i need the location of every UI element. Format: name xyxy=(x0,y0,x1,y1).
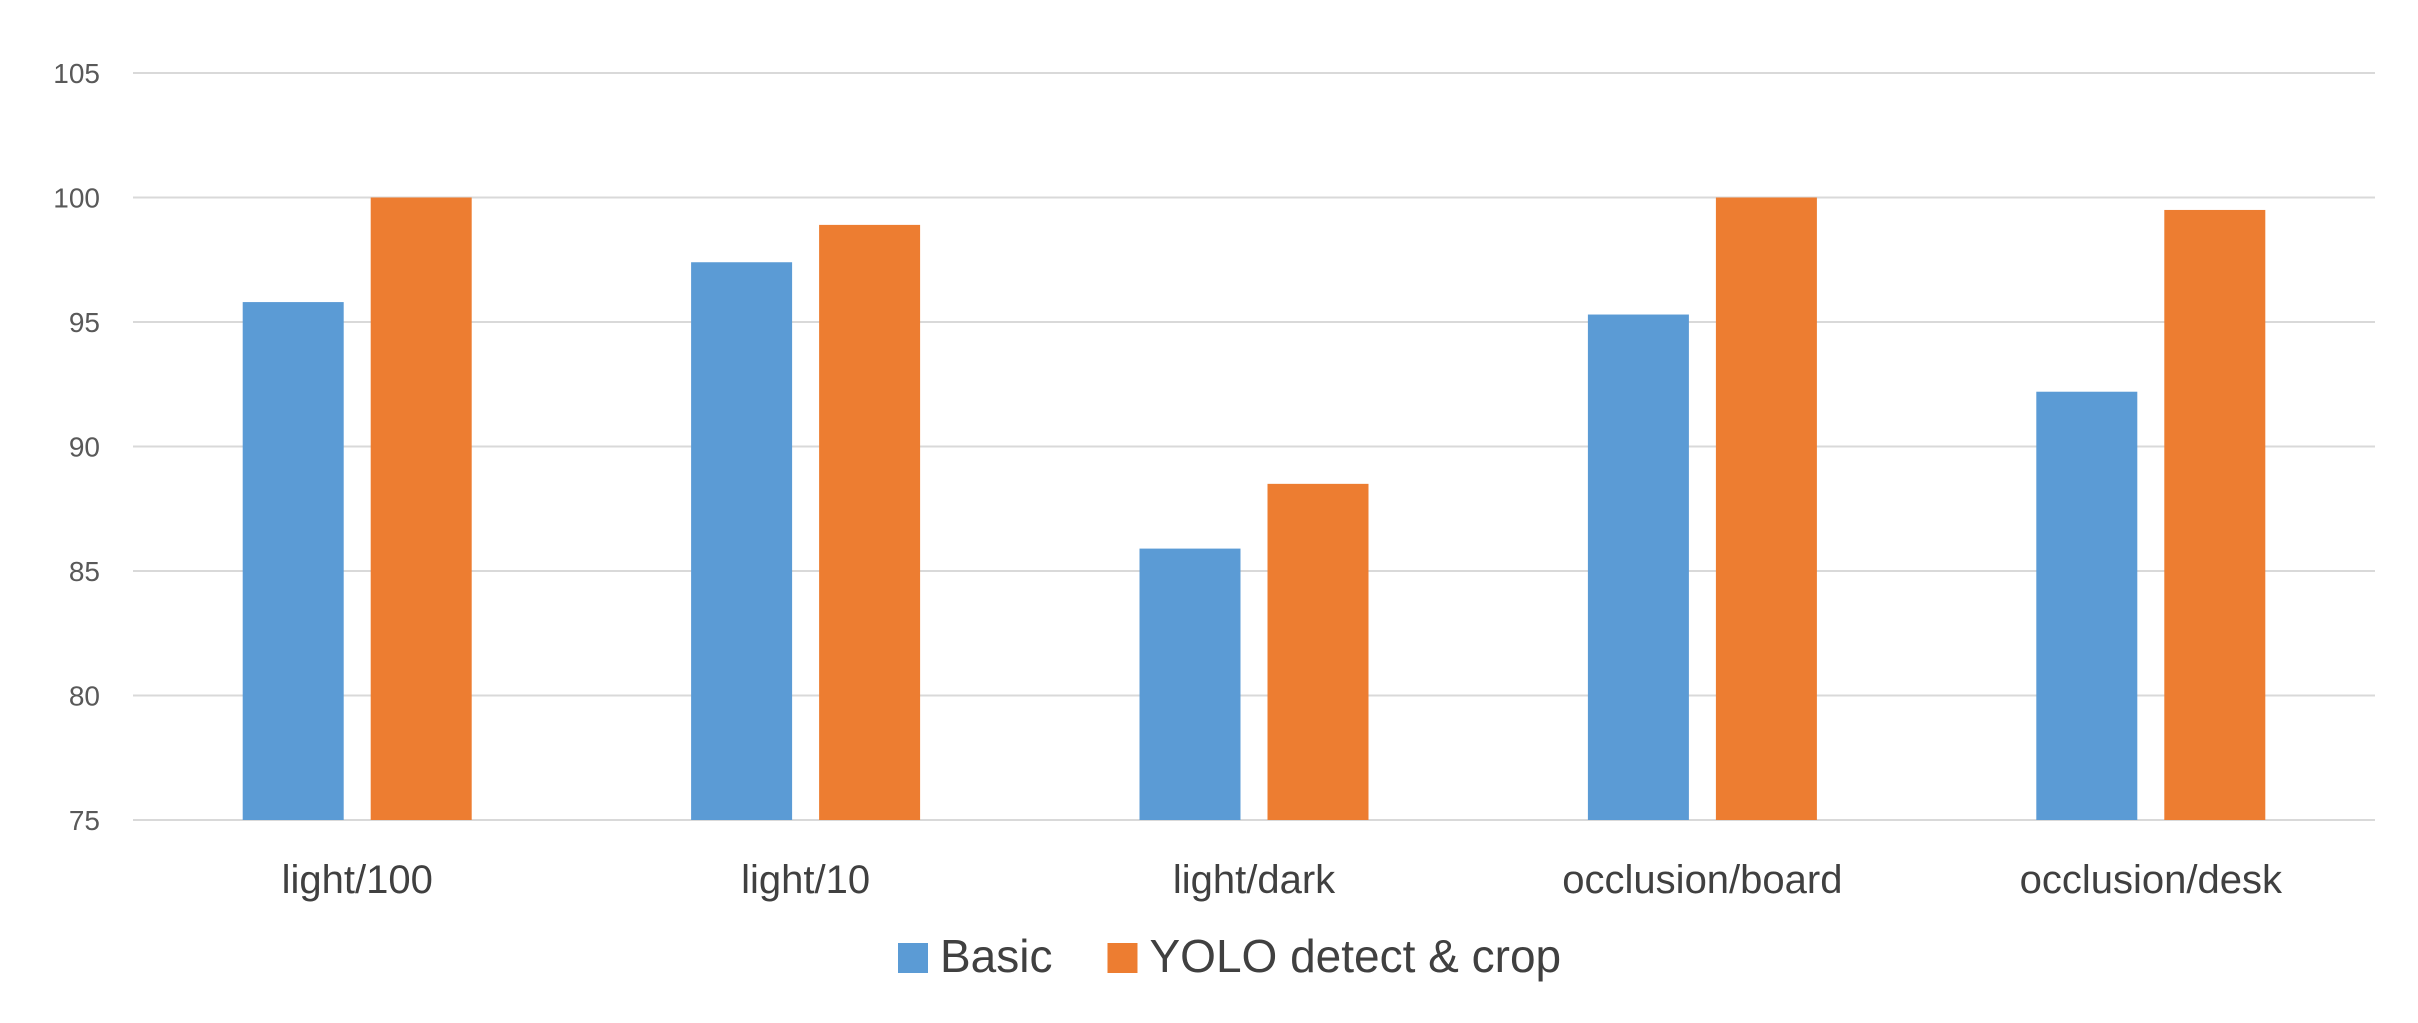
legend: Basic YOLO detect & crop xyxy=(898,930,1561,982)
bar-basic-light-10 xyxy=(691,262,793,820)
bar-yolo-occlusion-board xyxy=(1715,197,1817,820)
legend-label-basic: Basic xyxy=(940,930,1052,982)
legend-label-yolo: YOLO detect & crop xyxy=(1149,930,1561,982)
bar-yolo-occlusion-desk xyxy=(2164,209,2266,820)
bar-yolo-light-10 xyxy=(819,224,921,820)
y-tick-label: 85 xyxy=(69,556,100,587)
bar-yolo-light-dark xyxy=(1267,483,1369,820)
bars xyxy=(242,197,2266,821)
y-tick-label: 90 xyxy=(69,432,100,463)
x-axis-category-labels: light/100 light/10 light/dark occlusion/boa… xyxy=(282,858,2283,902)
x-category-label: light/100 xyxy=(282,858,433,902)
bar-basic-light-100 xyxy=(242,302,344,821)
y-tick-label: 100 xyxy=(53,183,100,214)
gridlines xyxy=(133,72,2375,821)
x-category-label: light/dark xyxy=(1173,858,1336,902)
legend-swatch-yolo xyxy=(1107,943,1138,973)
bar-basic-light-dark xyxy=(1139,548,1241,820)
bar-basic-occlusion-board xyxy=(1587,314,1689,820)
x-category-label: occlusion/board xyxy=(1562,858,1842,902)
x-category-label: light/10 xyxy=(741,858,870,902)
y-tick-label: 95 xyxy=(69,307,100,338)
y-tick-label: 80 xyxy=(69,681,100,712)
x-category-label: occlusion/desk xyxy=(2020,858,2283,902)
bar-yolo-light-100 xyxy=(370,197,472,820)
y-axis-tick-labels: 75 80 85 90 95 100 105 xyxy=(53,58,100,836)
y-tick-label: 105 xyxy=(53,58,100,89)
bar-basic-occlusion-desk xyxy=(2036,391,2138,820)
legend-swatch-basic xyxy=(898,943,928,973)
y-tick-label: 75 xyxy=(69,805,100,836)
